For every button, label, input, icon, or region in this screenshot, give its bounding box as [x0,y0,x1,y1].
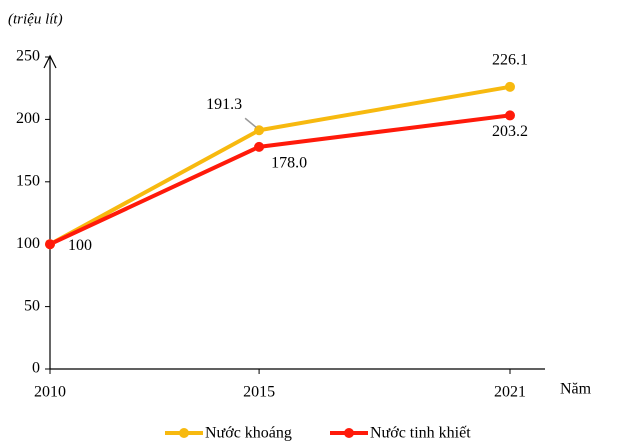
legend-marker [179,428,189,438]
y-axis-label: (triệu lít) [8,11,63,27]
point [505,81,515,92]
leader-line [244,117,257,128]
x-axis-label: Năm [560,381,592,398]
y-tick-label: 50 [24,297,40,314]
point [254,125,265,136]
y-tick-label: 250 [16,48,40,65]
point [505,110,515,121]
legend-marker [344,428,354,438]
x-tick-label: 2010 [34,384,66,401]
y-tick-label: 200 [16,110,40,127]
data-label: 178.0 [271,155,307,172]
y-tick-label: 150 [16,172,40,189]
x-tick-label: 2021 [494,384,526,401]
legend-label: Nước tinh khiết [370,425,471,442]
y-axis-arrow [43,54,57,69]
data-label: 226.1 [492,51,528,68]
series-line [49,113,511,247]
data-label: 203.2 [492,123,528,140]
data-label: 191.3 [206,96,242,113]
y-tick-label: 0 [32,360,40,377]
legend-label: Nước khoáng [205,425,292,442]
x-tick-label: 2015 [243,384,275,401]
point [254,141,265,152]
y-tick-label: 100 [16,235,40,252]
data-label: 100 [68,237,92,254]
point [45,239,55,250]
